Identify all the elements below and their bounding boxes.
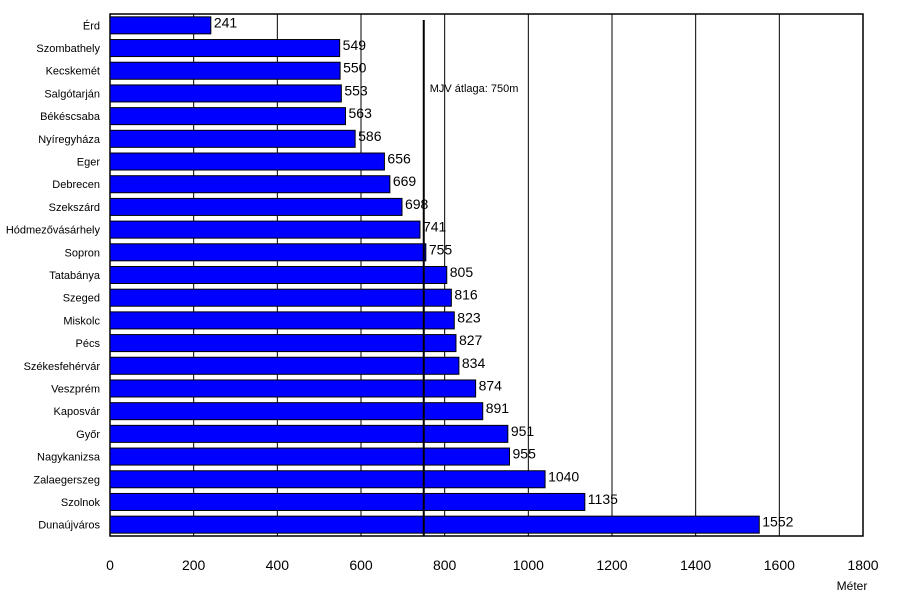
bar [109, 334, 457, 353]
bar [109, 311, 455, 330]
x-tick-label: 800 [433, 557, 457, 573]
category-labels: Érd Szombathely Kecskemét Salgótarján Békésc… [6, 19, 101, 531]
value-label: 698 [405, 196, 429, 212]
category-label: Szolnok [61, 497, 101, 509]
value-label: 755 [429, 241, 453, 257]
value-label: 586 [358, 128, 382, 144]
bar [109, 243, 427, 262]
x-tick-label: 400 [266, 557, 290, 573]
category-label: Zalaegerszeg [33, 474, 100, 486]
category-label: Debrecen [52, 179, 100, 191]
category-label: Békéscsaba [40, 111, 101, 123]
x-tick-label: 1400 [680, 557, 711, 573]
bar [109, 424, 509, 443]
category-label: Veszprém [51, 383, 100, 395]
bar [109, 61, 341, 80]
bar [109, 379, 477, 398]
value-label: 823 [457, 309, 481, 325]
bar [109, 356, 460, 375]
bar [109, 470, 546, 489]
bar [109, 84, 342, 103]
value-label: 241 [214, 14, 238, 30]
value-label: 553 [344, 82, 368, 98]
bar [109, 402, 484, 421]
category-label: Érd [83, 19, 100, 32]
x-tick-labels: 0 200 400 600 800 1000 1200 1400 1600 1800 [106, 557, 879, 573]
x-tick-label: 0 [106, 557, 114, 573]
category-label: Sopron [65, 247, 100, 259]
category-label: Székesfehérvár [24, 361, 101, 373]
value-label: 816 [454, 287, 478, 303]
bar [109, 265, 448, 285]
bar [109, 16, 212, 35]
bar [109, 152, 385, 171]
category-label: Tatabánya [49, 270, 101, 282]
category-label: Kecskemét [46, 66, 100, 78]
category-label: Hódmezővásárhely [6, 225, 101, 237]
x-tick-label: 1200 [596, 557, 627, 573]
bar [109, 288, 452, 307]
category-label: Kaposvár [54, 406, 101, 418]
value-label: 951 [511, 423, 535, 439]
x-axis-title: Méter [837, 579, 868, 593]
bar [109, 447, 511, 466]
category-label: Dunaújváros [38, 520, 100, 532]
value-label: 549 [343, 37, 367, 53]
value-labels: 241 549 550 553 563 586 656 669 698 741 755 805 816 8… [214, 14, 794, 529]
category-label: Szeged [63, 293, 100, 305]
category-label: Győr [76, 429, 100, 441]
bar [109, 220, 421, 239]
average-reference-label: MJV átlaga: 750m [430, 83, 519, 95]
value-label: 1552 [762, 514, 793, 530]
value-label: 563 [349, 105, 373, 121]
bar [109, 129, 356, 148]
bar [109, 175, 391, 194]
value-label: 834 [462, 355, 486, 371]
x-tick-label: 200 [182, 557, 206, 573]
value-label: 1135 [588, 491, 618, 507]
x-tick-label: 1600 [764, 557, 795, 573]
bar [109, 107, 347, 126]
category-label: Szombathely [36, 43, 100, 55]
bar [109, 197, 403, 216]
category-label: Salgótarján [44, 88, 100, 100]
category-label: Miskolc [63, 315, 100, 327]
x-tick-label: 1000 [513, 557, 544, 573]
x-tick-label: 600 [349, 557, 373, 573]
category-label: Pécs [76, 338, 101, 350]
bar [109, 39, 341, 58]
x-tick-label: 1800 [847, 557, 878, 573]
category-label: Nyíregyháza [38, 134, 101, 146]
bars [109, 16, 760, 534]
value-label: 741 [423, 219, 447, 235]
value-label: 891 [486, 400, 510, 416]
value-label: 874 [479, 377, 503, 393]
value-label: 656 [387, 151, 411, 167]
value-label: 805 [450, 264, 474, 280]
category-label: Nagykanizsa [37, 452, 101, 464]
category-label: Szekszárd [49, 202, 100, 214]
value-label: 955 [513, 446, 537, 462]
value-label: 827 [459, 332, 483, 348]
bar [109, 515, 760, 534]
bar [109, 492, 586, 511]
value-label: 669 [393, 173, 417, 189]
value-label: 1040 [548, 468, 579, 484]
value-label: 550 [343, 60, 367, 76]
category-label: Eger [77, 157, 101, 169]
